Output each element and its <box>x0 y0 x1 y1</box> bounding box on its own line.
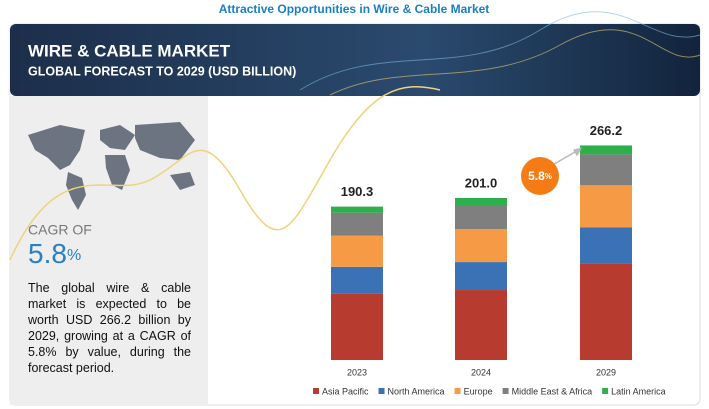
legend-label: North America <box>388 386 445 396</box>
total-label: 201.0 <box>465 175 498 190</box>
cagr-badge <box>521 157 559 195</box>
cagr-value: 5.8% <box>28 238 81 269</box>
banner-subtitle: GLOBAL FORECAST TO 2029 (USD BILLION) <box>28 64 296 78</box>
legend-swatch <box>602 388 609 394</box>
cagr-badge-unit: % <box>545 172 552 181</box>
total-label: 190.3 <box>341 184 374 199</box>
cagr-arrowhead <box>573 147 582 157</box>
legend-label: Middle East & Africa <box>512 386 593 396</box>
banner-title: WIRE & CABLE MARKET <box>28 41 231 60</box>
banner-decor <box>299 11 701 91</box>
banner-decor <box>329 29 701 96</box>
bar-segment <box>331 235 383 267</box>
bar-segment <box>455 197 507 206</box>
decor-wave <box>9 86 441 261</box>
bar-segment <box>580 227 632 264</box>
legend-swatch <box>502 388 509 394</box>
bar-segment <box>580 185 632 228</box>
bar-segment <box>455 229 507 263</box>
bar-segment <box>580 145 632 155</box>
legend-swatch <box>313 388 319 394</box>
bar-segment <box>331 212 383 236</box>
legend-label: Latin America <box>611 386 666 396</box>
legend-label: Asia Pacific <box>322 386 369 396</box>
description: The global wire & cable market is expect… <box>28 281 191 375</box>
world-map <box>28 122 195 210</box>
total-label: 266.2 <box>590 123 623 138</box>
cagr-label: CAGR OF <box>28 222 92 238</box>
bar-segment <box>331 206 383 213</box>
bar-segment <box>580 154 632 186</box>
bar-segment <box>580 263 632 360</box>
x-tick-label: 2029 <box>596 367 616 377</box>
cagr-unit: % <box>67 247 81 264</box>
cagr-badge-text: 5.8% <box>528 169 552 183</box>
x-tick-label: 2023 <box>347 367 367 377</box>
banner <box>10 24 700 96</box>
legend-label: Europe <box>464 386 493 396</box>
bar-segment <box>331 293 383 360</box>
cagr-badge-number: 5.8 <box>528 169 545 183</box>
bar-segment <box>331 266 383 294</box>
page-title: Attractive Opportunities in Wire & Cable… <box>219 2 490 16</box>
bar-segment <box>455 205 507 230</box>
cagr-number: 5.8 <box>28 238 67 269</box>
bar-segment <box>455 262 507 291</box>
plot: 190.3 2023 201.0 2024 266.2 2029 5.8% Asia Paci… <box>313 123 666 396</box>
bar-segment <box>455 290 507 360</box>
legend-swatch <box>378 388 385 394</box>
x-tick-label: 2024 <box>471 367 491 377</box>
legend-swatch <box>454 388 461 394</box>
